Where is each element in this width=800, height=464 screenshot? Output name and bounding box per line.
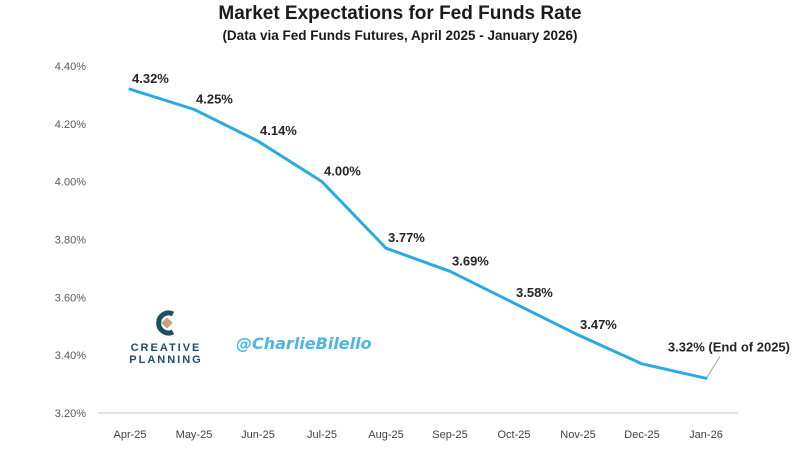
chart-title: Market Expectations for Fed Funds Rate xyxy=(218,3,582,24)
data-point xyxy=(513,302,515,304)
data-label: 4.25% xyxy=(196,91,233,106)
y-tick-label: 4.40% xyxy=(55,61,86,73)
x-tick-label: May-25 xyxy=(176,429,213,441)
x-tick-label: Jan-26 xyxy=(689,429,723,441)
data-point xyxy=(577,334,579,336)
data-label: 3.32% (End of 2025) xyxy=(668,339,790,354)
x-tick-label: Apr-25 xyxy=(113,429,146,441)
y-tick-label: 4.20% xyxy=(55,119,86,131)
x-tick-label: Dec-25 xyxy=(624,429,659,441)
data-point xyxy=(641,363,643,365)
data-point xyxy=(129,88,131,90)
x-tick-label: Aug-25 xyxy=(368,429,403,441)
y-tick-label: 3.20% xyxy=(55,408,86,420)
y-tick-label: 3.60% xyxy=(55,292,86,304)
data-point xyxy=(321,181,323,183)
author-handle: @CharlieBilello xyxy=(236,334,372,353)
data-label: 4.32% xyxy=(132,71,169,86)
chart-subtitle: (Data via Fed Funds Futures, April 2025 … xyxy=(222,28,578,43)
x-tick-label: Jun-25 xyxy=(241,429,275,441)
x-tick-label: Oct-25 xyxy=(497,429,530,441)
data-label: 4.00% xyxy=(324,164,361,179)
y-tick-label: 3.40% xyxy=(55,350,86,362)
data-point xyxy=(449,270,451,272)
data-label: 3.47% xyxy=(580,317,617,332)
data-label: 3.77% xyxy=(388,230,425,245)
series-line xyxy=(128,87,708,380)
data-point xyxy=(385,247,387,249)
y-tick-label: 4.00% xyxy=(55,177,86,189)
data-label: 4.14% xyxy=(260,123,297,138)
data-point xyxy=(193,108,195,110)
logo-line-2: PLANNING xyxy=(129,354,203,366)
x-tick-label: Jul-25 xyxy=(307,429,337,441)
data-label: 3.58% xyxy=(516,285,553,300)
logo-line-1: CREATIVE xyxy=(130,342,202,354)
y-tick-label: 3.80% xyxy=(55,235,86,247)
data-point xyxy=(257,140,259,142)
data-point xyxy=(705,377,707,379)
x-tick-label: Nov-25 xyxy=(560,429,595,441)
creative-planning-logo-icon xyxy=(156,310,175,336)
x-tick-label: Sep-25 xyxy=(432,429,467,441)
creative-planning-logo: CREATIVE PLANNING xyxy=(124,308,208,366)
data-label: 3.69% xyxy=(452,253,489,268)
callout-leader-line xyxy=(706,356,721,378)
